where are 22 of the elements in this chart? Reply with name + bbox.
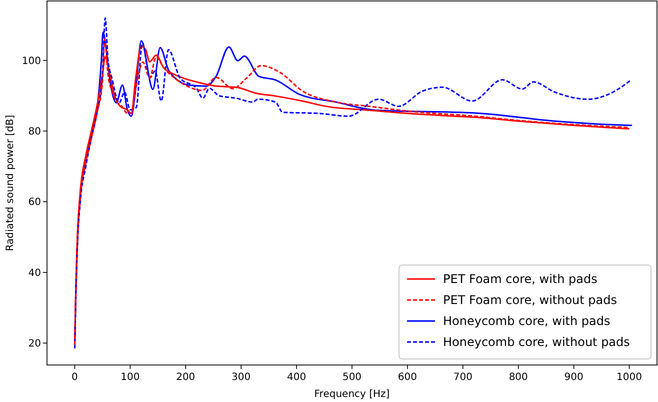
y-tick-label: 20 bbox=[28, 338, 41, 350]
x-tick-label: 400 bbox=[287, 372, 306, 383]
x-tick-label: 800 bbox=[508, 372, 528, 383]
x-axis-title: Frequency [Hz] bbox=[314, 389, 390, 400]
y-tick-label: 40 bbox=[28, 268, 41, 279]
x-tick-label: 900 bbox=[564, 372, 584, 383]
x-tick-label: 100 bbox=[120, 372, 140, 383]
y-tick-label: 80 bbox=[28, 126, 41, 138]
x-tick-label: 500 bbox=[342, 372, 362, 383]
y-axis-title: Radiated sound power [dB] bbox=[5, 114, 16, 252]
y-tick-label: 100 bbox=[22, 56, 41, 67]
legend-label: PET Foam core, with pads bbox=[443, 272, 598, 286]
legend-label: Honeycomb core, without pads bbox=[443, 335, 630, 350]
x-tick-label: 300 bbox=[232, 372, 251, 383]
x-tick-label: 600 bbox=[398, 372, 417, 383]
legend-label: Honeycomb core, with pads bbox=[443, 314, 610, 328]
legend-label: PET Foam core, without pads bbox=[443, 293, 618, 308]
x-tick-label: 700 bbox=[453, 372, 472, 383]
y-tick-label: 60 bbox=[28, 197, 41, 208]
x-tick-label: 200 bbox=[176, 372, 196, 383]
x-tick-label: 0 bbox=[72, 372, 78, 383]
x-tick-label: 1000 bbox=[616, 372, 642, 383]
